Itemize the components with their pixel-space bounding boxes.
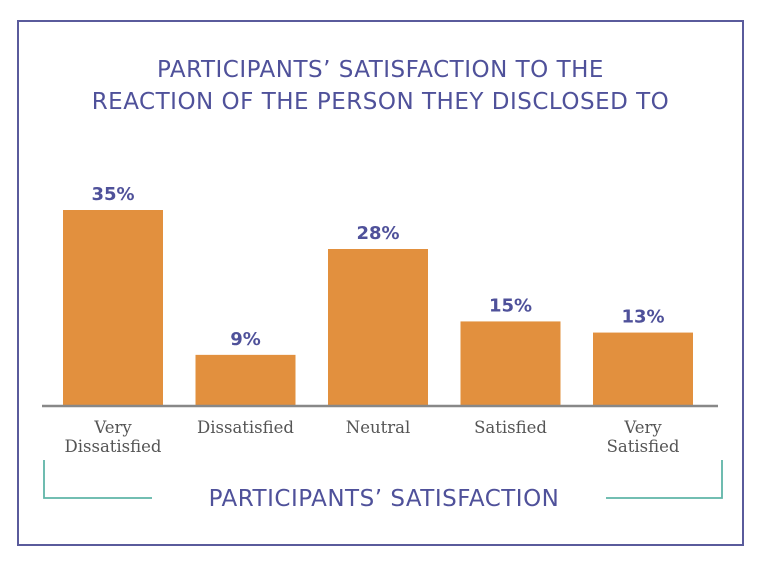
bar-0 (63, 210, 163, 405)
bar-2 (328, 249, 428, 405)
category-label-3: Satisfied (474, 418, 547, 437)
bar-1 (195, 354, 296, 405)
category-label-0-line-0: Very (93, 418, 132, 437)
bar-3 (460, 321, 561, 405)
x-axis-title: PARTICIPANTS’ SATISFACTION (208, 486, 560, 512)
value-label-3: 15% (489, 295, 532, 316)
chart-title-line-2: REACTION OF THE PERSON THEY DISCLOSED TO (91, 89, 670, 115)
category-label-0-line-1: Dissatisfied (65, 437, 162, 456)
value-label-0: 35% (91, 184, 134, 205)
chart-title: PARTICIPANTS’ SATISFACTION TO THE REACTI… (17, 54, 744, 118)
bracket-right (606, 460, 723, 499)
bar-4 (593, 332, 693, 405)
chart-title-line-1: PARTICIPANTS’ SATISFACTION TO THE (157, 57, 604, 83)
value-label-4: 13% (621, 307, 664, 328)
category-label-1: Dissatisfied (197, 418, 294, 437)
category-label-4-line-1: Satisfied (607, 437, 680, 456)
value-label-1: 9% (230, 329, 261, 350)
category-label-2: Neutral (346, 418, 410, 437)
bracket-left (43, 460, 152, 499)
category-label-4-line-0: Very (623, 418, 662, 437)
value-label-2: 28% (356, 223, 399, 244)
chart-frame (17, 20, 744, 546)
